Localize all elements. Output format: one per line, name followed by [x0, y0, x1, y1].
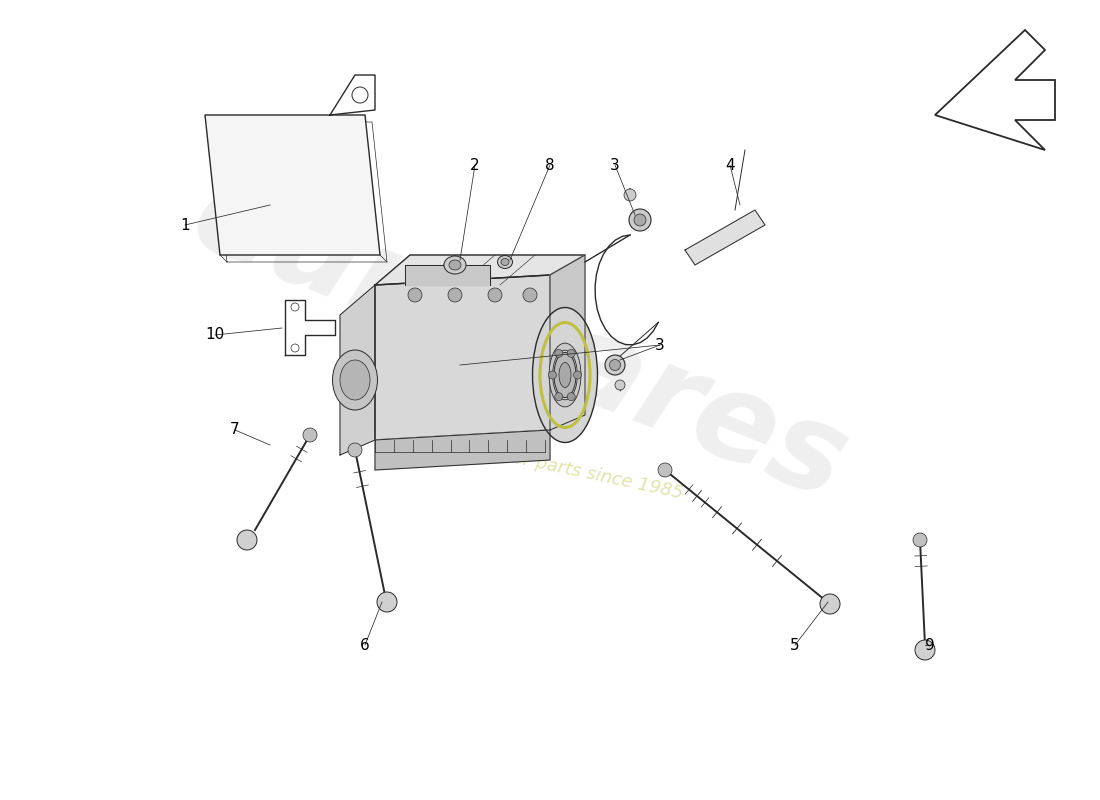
Text: 5: 5 — [790, 638, 800, 653]
Ellipse shape — [554, 353, 576, 398]
Circle shape — [292, 303, 299, 311]
Text: a passion for parts since 1985: a passion for parts since 1985 — [415, 428, 685, 502]
Circle shape — [568, 393, 575, 401]
Circle shape — [554, 393, 563, 401]
Text: euroPares: euroPares — [176, 156, 864, 524]
Text: 2: 2 — [470, 158, 480, 173]
Circle shape — [352, 87, 368, 103]
Ellipse shape — [557, 358, 573, 391]
Polygon shape — [405, 265, 490, 285]
Text: 8: 8 — [546, 158, 554, 173]
Polygon shape — [375, 430, 550, 470]
Polygon shape — [205, 115, 380, 255]
Circle shape — [236, 530, 257, 550]
Ellipse shape — [609, 359, 620, 370]
Ellipse shape — [340, 360, 370, 400]
Text: 1: 1 — [180, 218, 190, 233]
Ellipse shape — [629, 209, 651, 231]
Ellipse shape — [497, 255, 513, 269]
Ellipse shape — [500, 258, 509, 266]
Polygon shape — [375, 255, 585, 285]
Circle shape — [820, 594, 840, 614]
Polygon shape — [685, 210, 764, 265]
Ellipse shape — [444, 256, 466, 274]
Circle shape — [522, 288, 537, 302]
Ellipse shape — [559, 362, 571, 387]
Circle shape — [302, 428, 317, 442]
Circle shape — [554, 350, 563, 358]
Circle shape — [573, 371, 582, 379]
Circle shape — [658, 463, 672, 477]
Polygon shape — [550, 255, 585, 430]
Ellipse shape — [552, 350, 578, 400]
Circle shape — [915, 640, 935, 660]
Circle shape — [348, 443, 362, 457]
Circle shape — [448, 288, 462, 302]
Ellipse shape — [532, 307, 597, 442]
Text: 3: 3 — [656, 338, 664, 353]
Text: 3: 3 — [610, 158, 620, 173]
Circle shape — [913, 533, 927, 547]
Ellipse shape — [634, 214, 646, 226]
Text: 10: 10 — [206, 327, 224, 342]
Ellipse shape — [624, 189, 636, 201]
Circle shape — [568, 350, 575, 358]
Circle shape — [549, 371, 557, 379]
Ellipse shape — [332, 350, 377, 410]
Polygon shape — [375, 275, 550, 440]
Ellipse shape — [549, 343, 581, 407]
Polygon shape — [935, 30, 1055, 150]
Circle shape — [408, 288, 422, 302]
Ellipse shape — [615, 380, 625, 390]
Ellipse shape — [449, 260, 461, 270]
Polygon shape — [340, 285, 375, 455]
Circle shape — [292, 344, 299, 352]
Circle shape — [377, 592, 397, 612]
Text: 4: 4 — [725, 158, 735, 173]
Text: 7: 7 — [230, 422, 240, 438]
Text: 6: 6 — [360, 638, 370, 653]
Text: 9: 9 — [925, 638, 935, 653]
Ellipse shape — [605, 355, 625, 375]
Circle shape — [488, 288, 502, 302]
